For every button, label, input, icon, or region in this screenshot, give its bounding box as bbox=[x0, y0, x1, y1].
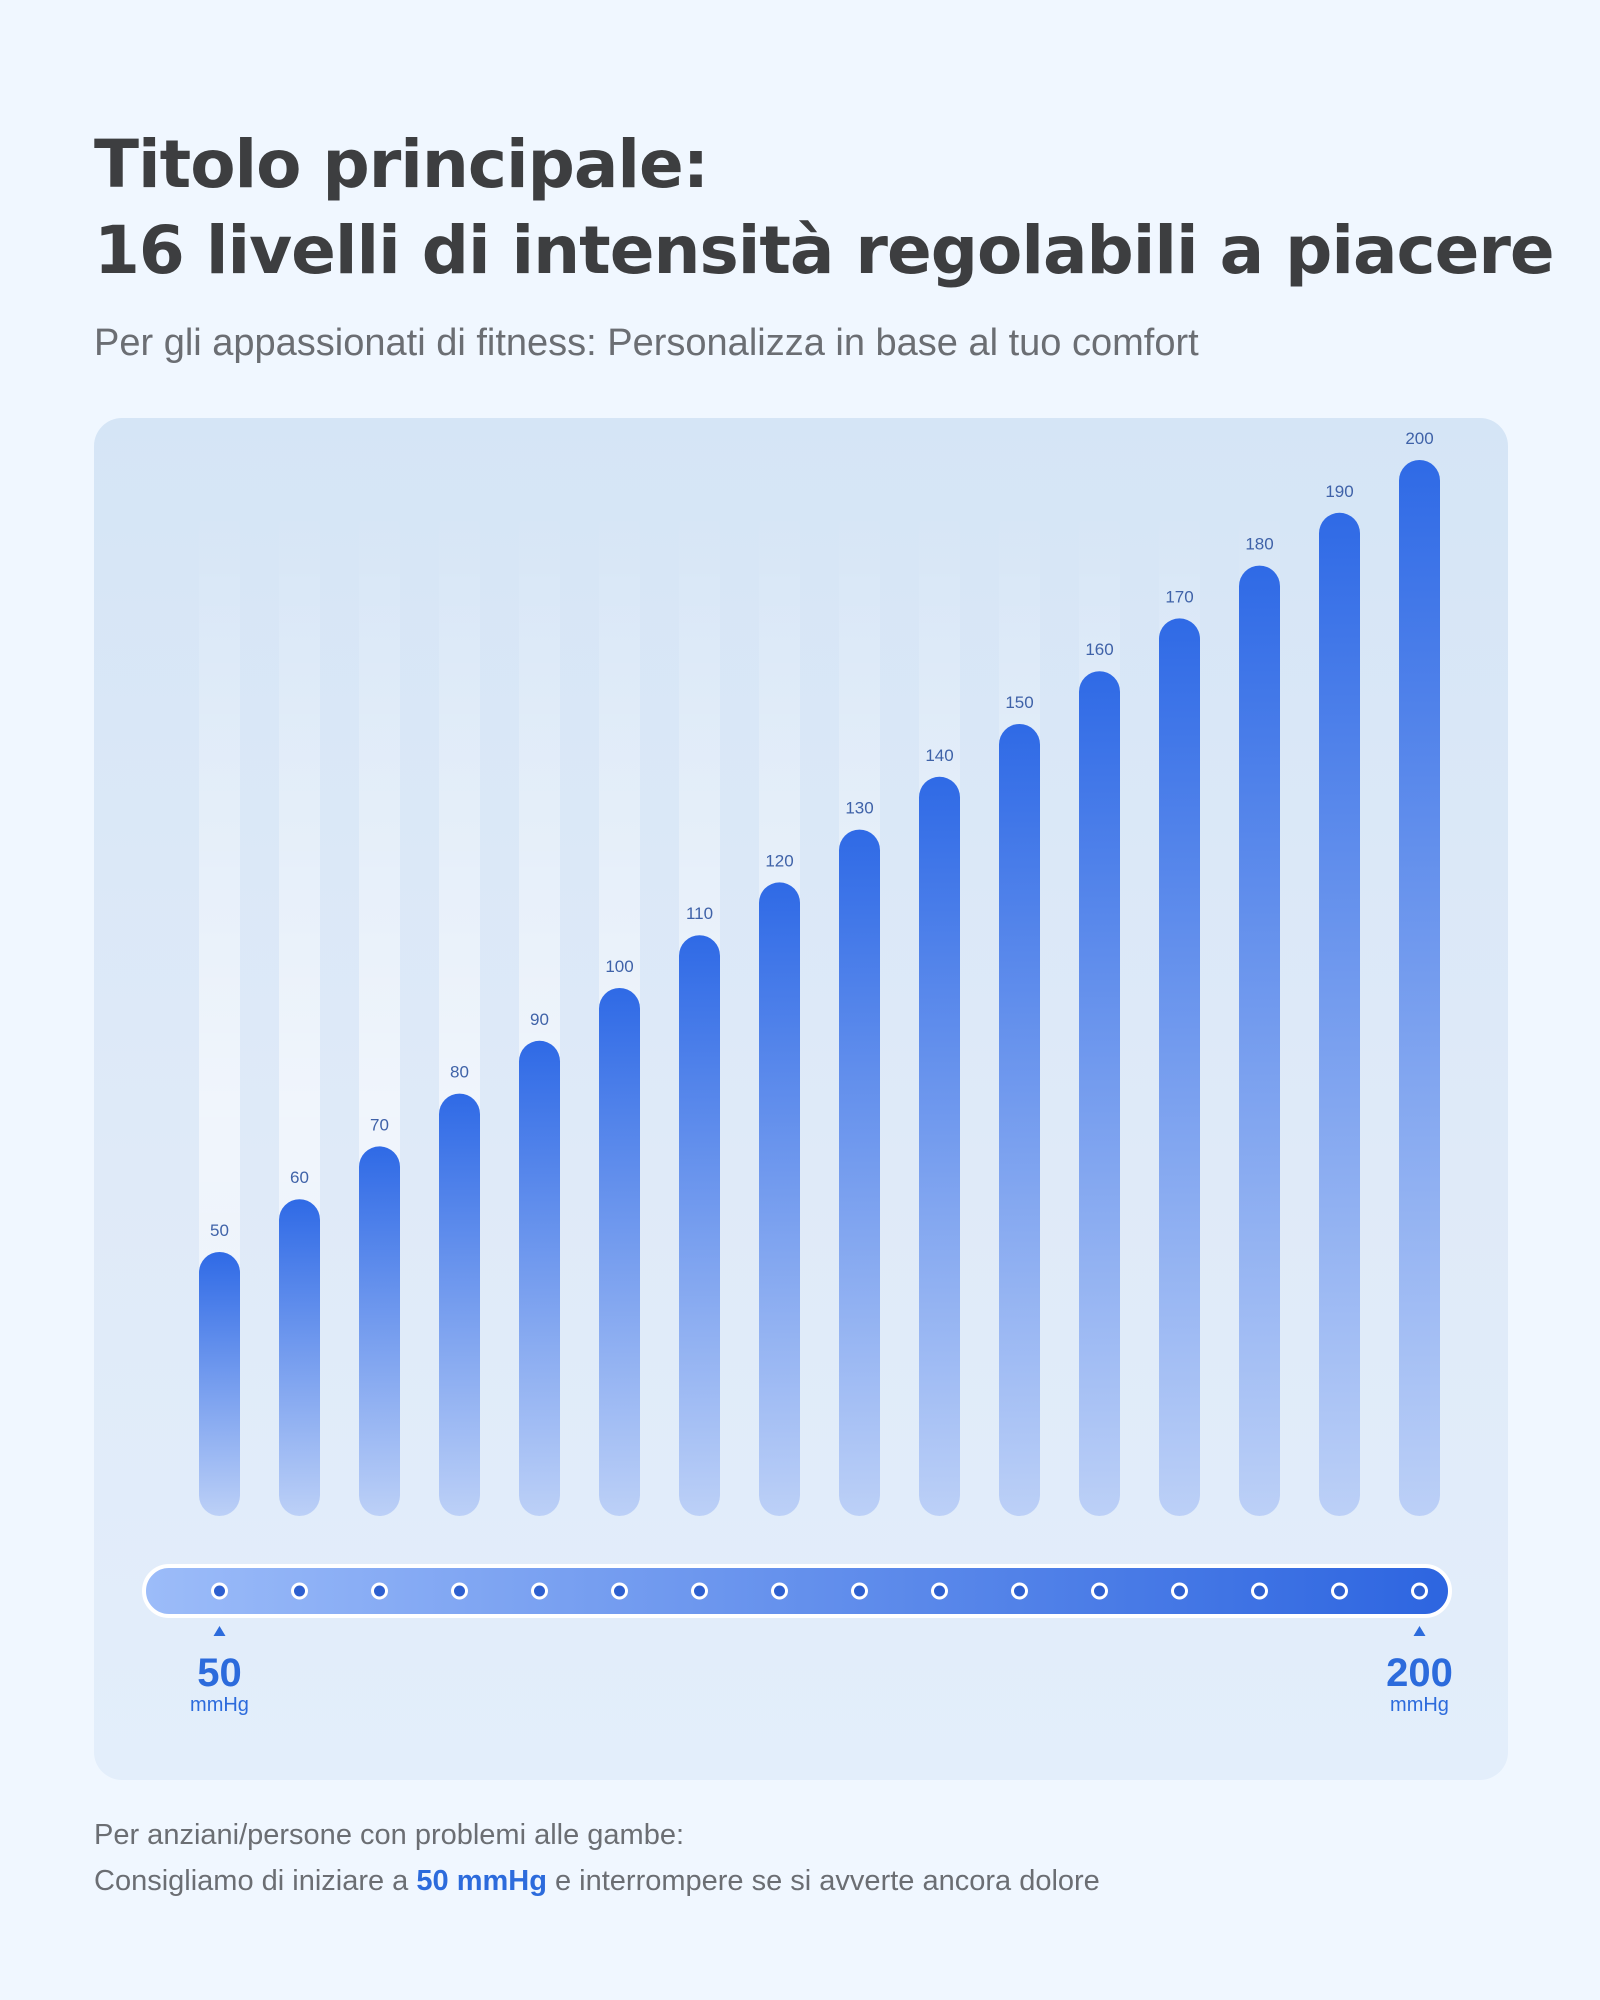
bar bbox=[359, 1146, 400, 1516]
slider-step-dot bbox=[1331, 1582, 1348, 1600]
page-subtitle: Per gli appassionati di fitness: Persona… bbox=[94, 322, 1199, 364]
footnote-text-after: e interrompere se si avverte ancora dolo… bbox=[546, 1865, 1100, 1897]
bar bbox=[999, 724, 1040, 1516]
bar bbox=[599, 988, 640, 1516]
page-title: Titolo principale: 16 livelli di intensi… bbox=[94, 122, 1555, 294]
slider-step-dot bbox=[211, 1582, 228, 1600]
bar-data-label: 150 bbox=[1005, 693, 1033, 712]
title-line-1: Titolo principale: bbox=[94, 126, 709, 203]
bar-data-label: 160 bbox=[1085, 640, 1113, 659]
bar bbox=[279, 1199, 320, 1516]
bar bbox=[679, 935, 720, 1516]
range-slider-track bbox=[142, 1564, 1452, 1618]
bar bbox=[1399, 460, 1440, 1516]
range-min-unit: mmHg bbox=[190, 1694, 249, 1716]
footnote-line-1: Per anziani/persone con problemi alle ga… bbox=[94, 1819, 685, 1851]
bar bbox=[199, 1252, 240, 1516]
range-max-value: 200 bbox=[1386, 1651, 1453, 1695]
footnote: Per anziani/persone con problemi alle ga… bbox=[94, 1812, 1100, 1904]
bar bbox=[1079, 671, 1120, 1516]
bar-data-label: 170 bbox=[1165, 587, 1193, 606]
footnote-text-before: Consigliamo di iniziare a bbox=[94, 1865, 417, 1897]
slider-step-dot bbox=[611, 1582, 628, 1600]
slider-step-dot bbox=[1251, 1582, 1268, 1600]
bar bbox=[839, 829, 880, 1516]
slider-step-dot bbox=[531, 1582, 548, 1600]
bar-data-label: 190 bbox=[1325, 482, 1353, 501]
slider-step-dot bbox=[691, 1582, 708, 1600]
slider-step-dot bbox=[1091, 1582, 1108, 1600]
bar bbox=[1239, 565, 1280, 1516]
intensity-bar-chart: 50 60 70 80 90 100 110 120 130 140 150 160 170 180 190… bbox=[142, 429, 1453, 1716]
bar-data-label: 100 bbox=[605, 957, 633, 976]
bar bbox=[919, 776, 960, 1516]
bar-data-label: 60 bbox=[290, 1168, 309, 1187]
range-max-arrow bbox=[1413, 1626, 1426, 1636]
bar-data-label: 200 bbox=[1405, 429, 1433, 448]
bar-data-label: 50 bbox=[210, 1221, 229, 1240]
footnote-line-2: Consigliamo di iniziare a 50 mmHg e inte… bbox=[94, 1858, 1100, 1904]
slider-step-dot bbox=[1171, 1582, 1188, 1600]
bar bbox=[1159, 618, 1200, 1516]
range-max-unit: mmHg bbox=[1390, 1694, 1449, 1716]
title-line-2: 16 livelli di intensità regolabili a pia… bbox=[94, 212, 1555, 289]
range-min-value: 50 bbox=[197, 1651, 242, 1695]
range-min-arrow bbox=[213, 1626, 226, 1636]
slider-step-dot bbox=[371, 1582, 388, 1600]
bar-data-label: 80 bbox=[450, 1063, 469, 1082]
bar-data-label: 70 bbox=[370, 1115, 389, 1134]
bar-data-label: 130 bbox=[845, 799, 873, 818]
bar-data-label: 140 bbox=[925, 746, 953, 765]
bar bbox=[1319, 512, 1360, 1516]
slider-step-dot bbox=[931, 1582, 948, 1600]
slider-step-dot bbox=[451, 1582, 468, 1600]
bar bbox=[759, 882, 800, 1516]
bar-data-label: 110 bbox=[686, 904, 713, 923]
bar-data-label: 180 bbox=[1245, 535, 1273, 554]
bar-data-label: 90 bbox=[530, 1010, 549, 1029]
bar bbox=[439, 1093, 480, 1516]
slider-step-dot bbox=[1011, 1582, 1028, 1600]
bar bbox=[519, 1040, 560, 1516]
footnote-highlight: 50 mmHg bbox=[416, 1865, 547, 1897]
bar-data-label: 120 bbox=[765, 851, 793, 870]
chart-panel: 50 60 70 80 90 100 110 120 130 140 150 160 170 180 190… bbox=[94, 418, 1508, 1780]
slider-step-dot bbox=[1411, 1582, 1428, 1600]
slider-step-dot bbox=[851, 1582, 868, 1600]
slider-step-dot bbox=[771, 1582, 788, 1600]
slider-step-dot bbox=[291, 1582, 308, 1600]
